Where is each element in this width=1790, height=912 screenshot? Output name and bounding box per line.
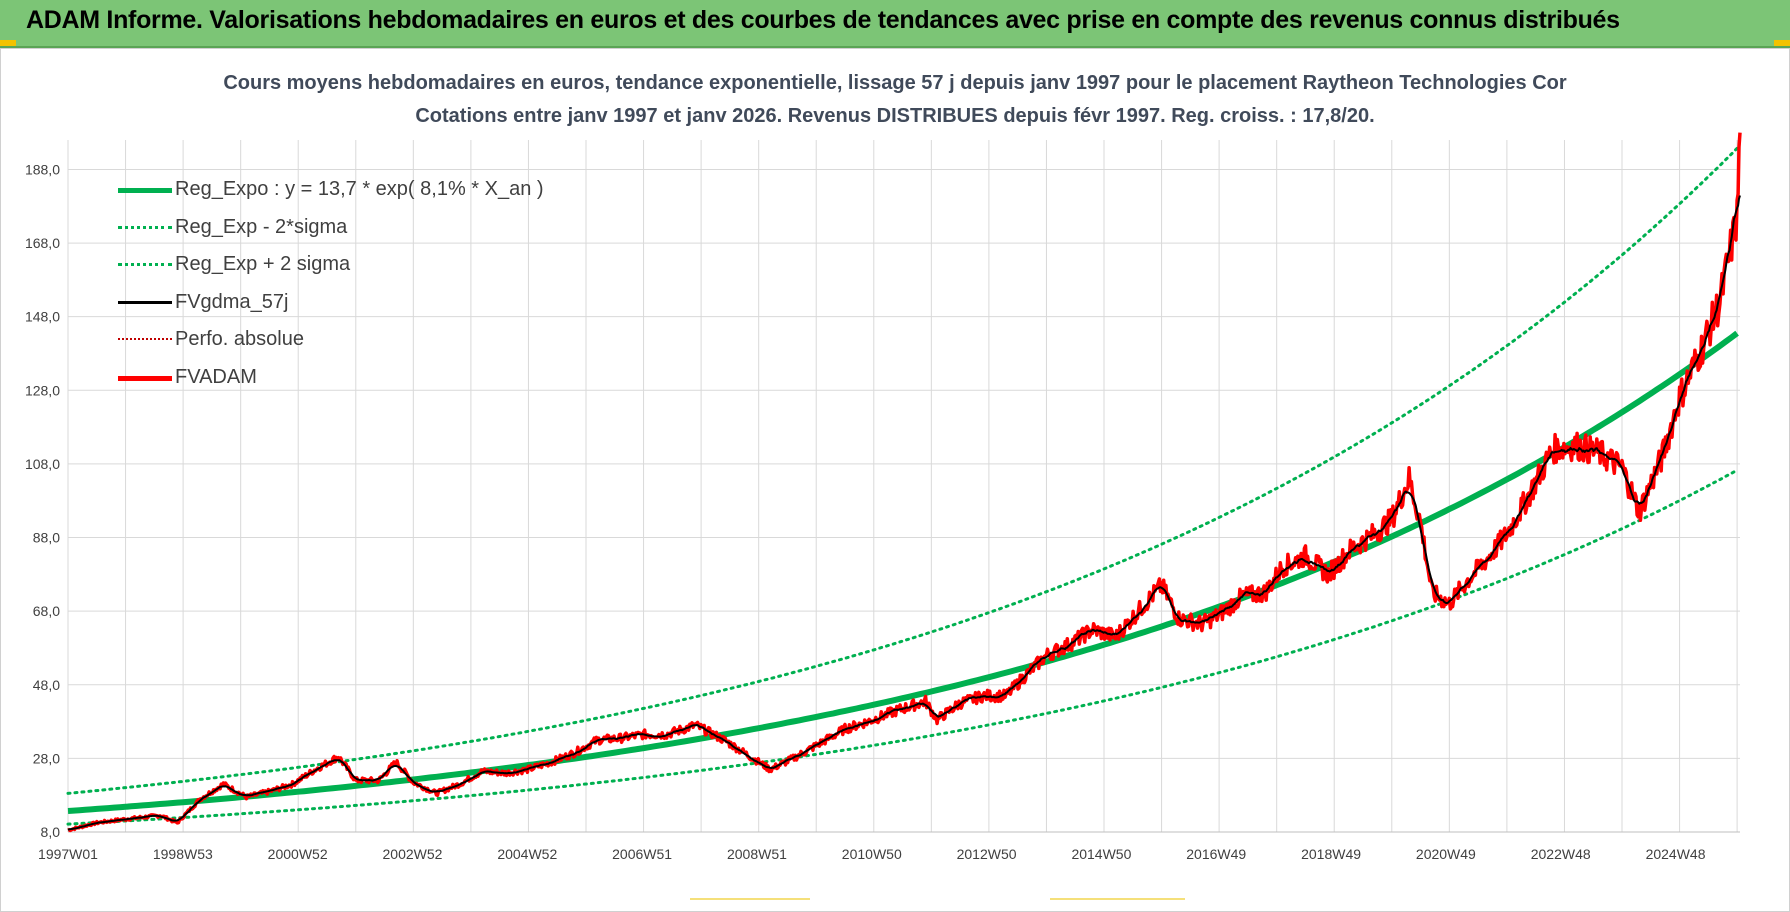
x-tick-label: 2010W50 xyxy=(842,846,902,862)
legend-swatch xyxy=(118,375,172,381)
fvgdma-line xyxy=(67,195,1741,831)
y-tick-label: 148,0 xyxy=(25,309,60,325)
x-tick-label: 2008W51 xyxy=(727,846,787,862)
reg-minus-2sigma-line xyxy=(66,468,1739,826)
report-title: ADAM Informe. Valorisations hebdomadaire… xyxy=(26,6,1620,34)
chart-subtitle: Cotations entre janv 1997 et janv 2026. … xyxy=(415,105,1375,127)
reg-expo-line xyxy=(67,330,1739,814)
legend-label: FVgdma_57j xyxy=(175,290,289,313)
x-tick-label: 2004W52 xyxy=(497,846,557,862)
legend-swatch xyxy=(118,263,172,266)
footer-mark-1 xyxy=(690,898,810,900)
x-tick-label: 1998W53 xyxy=(153,846,213,862)
y-tick-label: 48,0 xyxy=(33,677,60,693)
x-tick-label: 1997W01 xyxy=(38,846,98,862)
y-tick-label: 188,0 xyxy=(25,161,60,177)
x-tick-label: 2016W49 xyxy=(1186,846,1246,862)
x-tick-label: 2024W48 xyxy=(1646,846,1706,862)
legend-swatch xyxy=(118,300,172,304)
legend-label: Reg_Expo : y = 13,7 * exp( 8,1% * X_an ) xyxy=(175,178,544,200)
y-tick-label: 108,0 xyxy=(25,456,60,472)
x-tick-label: 2020W49 xyxy=(1416,846,1476,862)
x-tick-label: 2006W51 xyxy=(612,846,672,862)
report-banner: ADAM Informe. Valorisations hebdomadaire… xyxy=(0,0,1790,48)
corner-mark-left xyxy=(0,40,16,46)
y-tick-label: 88,0 xyxy=(33,530,60,546)
corner-mark-right xyxy=(1774,40,1790,46)
legend-label: FVADAM xyxy=(175,365,257,388)
chart-title: Cours moyens hebdomadaires en euros, ten… xyxy=(223,72,1567,94)
footer-mark-2 xyxy=(1050,898,1185,900)
legend-label: Reg_Exp + 2 sigma xyxy=(175,253,351,275)
x-tick-label: 2012W50 xyxy=(957,846,1017,862)
legend-swatch xyxy=(118,225,172,229)
legend-swatch xyxy=(118,338,172,340)
x-tick-label: 2022W48 xyxy=(1531,846,1591,862)
y-tick-label: 8,0 xyxy=(41,824,61,840)
chart-axes: 8,0 28,0 48,0 68,0 88,0 108,0 128,0 148,0 168,0 1… xyxy=(25,161,1740,862)
x-tick-label: 2000W52 xyxy=(268,846,328,862)
x-tick-label: 2014W50 xyxy=(1071,846,1131,862)
legend-label: Reg_Exp - 2*sigma xyxy=(175,215,348,238)
y-tick-label: 128,0 xyxy=(25,382,60,398)
y-tick-label: 28,0 xyxy=(33,750,60,766)
x-tick-label: 2018W49 xyxy=(1301,846,1361,862)
legend-swatch xyxy=(118,188,172,193)
reg-plus-2sigma-line xyxy=(66,146,1739,795)
y-tick-label: 68,0 xyxy=(33,603,60,619)
y-tick-label: 168,0 xyxy=(25,235,60,251)
chart-series xyxy=(66,132,1742,833)
legend-label: Perfo. absolue xyxy=(175,328,304,350)
x-tick-label: 2002W52 xyxy=(383,846,443,862)
